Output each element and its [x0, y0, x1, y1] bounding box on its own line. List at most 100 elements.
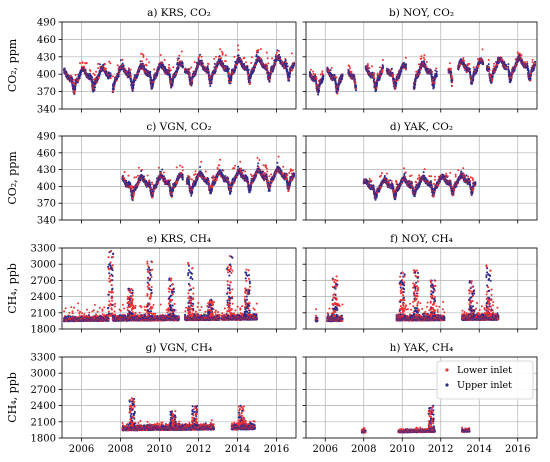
point-lower-inlet	[178, 54, 181, 57]
point-lower-inlet	[188, 67, 191, 70]
point-upper-inlet	[293, 62, 296, 65]
point-upper-inlet	[98, 63, 101, 66]
point-upper-inlet	[119, 59, 122, 62]
point-lower-inlet	[244, 61, 247, 64]
panel-b: b) NOY, CO₂	[302, 7, 538, 113]
point-lower-inlet	[113, 85, 116, 88]
point-upper-inlet	[286, 68, 289, 71]
point-lower-inlet	[220, 57, 223, 60]
point-upper-inlet	[322, 74, 325, 77]
point-lower-inlet	[188, 73, 191, 76]
point-upper-inlet	[206, 65, 209, 68]
point-upper-inlet	[207, 71, 210, 74]
point-upper-inlet	[201, 62, 204, 65]
point-upper-inlet	[234, 69, 237, 72]
point-lower-inlet	[93, 73, 96, 76]
point-lower-inlet	[309, 68, 312, 71]
point-upper-inlet	[151, 85, 154, 88]
point-lower-inlet	[315, 75, 318, 78]
point-lower-inlet	[92, 72, 95, 75]
point-upper-inlet	[177, 57, 180, 60]
point-lower-inlet	[193, 61, 196, 64]
point-lower-inlet	[213, 57, 216, 60]
point-lower-inlet	[198, 55, 201, 58]
point-upper-inlet	[213, 62, 216, 65]
point-upper-inlet	[252, 69, 255, 72]
point-upper-inlet	[152, 83, 155, 86]
point-lower-inlet	[103, 63, 106, 66]
point-upper-inlet	[288, 75, 291, 78]
point-lower-inlet	[109, 62, 112, 65]
point-upper-inlet	[170, 86, 173, 89]
point-upper-inlet	[112, 88, 115, 91]
point-lower-inlet	[168, 63, 171, 66]
point-lower-inlet	[312, 72, 315, 75]
y-axis-label-row-2: CH₄, ppb	[6, 263, 19, 314]
point-upper-inlet	[117, 75, 120, 78]
points-a	[62, 44, 296, 95]
point-lower-inlet	[321, 70, 324, 73]
point-lower-inlet	[271, 57, 274, 60]
point-lower-inlet	[74, 73, 77, 76]
point-upper-inlet	[149, 72, 152, 75]
point-upper-inlet	[91, 76, 94, 79]
point-upper-inlet	[74, 86, 77, 89]
point-lower-inlet	[275, 51, 278, 54]
point-lower-inlet	[259, 48, 262, 51]
panel-title-a: a) KRS, CO₂	[147, 7, 211, 19]
point-upper-inlet	[181, 62, 184, 65]
point-upper-inlet	[218, 55, 221, 58]
point-upper-inlet	[235, 66, 238, 69]
point-lower-inlet	[200, 55, 203, 58]
point-lower-inlet	[237, 48, 240, 51]
point-upper-inlet	[230, 76, 233, 79]
point-upper-inlet	[78, 77, 81, 80]
point-upper-inlet	[71, 77, 74, 80]
point-lower-inlet	[172, 66, 175, 69]
point-upper-inlet	[181, 66, 184, 69]
y-tick-label: 370	[37, 87, 56, 98]
point-lower-inlet	[97, 77, 100, 80]
y-tick-label: 340	[37, 105, 56, 116]
point-upper-inlet	[133, 81, 136, 84]
point-lower-inlet	[85, 62, 88, 65]
point-upper-inlet	[256, 51, 259, 54]
point-upper-inlet	[177, 66, 180, 69]
point-lower-inlet	[129, 68, 132, 71]
point-lower-inlet	[290, 52, 293, 55]
point-upper-inlet	[268, 80, 271, 83]
point-upper-inlet	[74, 84, 77, 87]
point-upper-inlet	[284, 59, 287, 62]
point-upper-inlet	[79, 72, 82, 75]
point-upper-inlet	[318, 89, 321, 92]
point-upper-inlet	[199, 53, 202, 56]
point-upper-inlet	[322, 77, 325, 80]
point-upper-inlet	[200, 59, 203, 62]
point-upper-inlet	[209, 85, 212, 88]
point-lower-inlet	[112, 75, 115, 78]
point-upper-inlet	[93, 89, 96, 92]
point-lower-inlet	[97, 67, 100, 70]
point-lower-inlet	[147, 61, 150, 64]
point-lower-inlet	[168, 67, 171, 70]
point-upper-inlet	[109, 75, 112, 78]
point-upper-inlet	[243, 62, 246, 65]
point-upper-inlet	[269, 76, 272, 79]
y-axis-label-row-3: CH₄, ppb	[6, 372, 19, 423]
point-lower-inlet	[79, 62, 82, 65]
point-lower-inlet	[129, 75, 132, 78]
point-upper-inlet	[63, 67, 66, 70]
point-upper-inlet	[288, 79, 291, 82]
point-upper-inlet	[164, 66, 167, 69]
point-lower-inlet	[237, 44, 240, 47]
point-upper-inlet	[191, 82, 194, 85]
point-upper-inlet	[84, 68, 87, 71]
point-lower-inlet	[169, 69, 172, 72]
point-lower-inlet	[140, 60, 143, 63]
point-lower-inlet	[233, 55, 236, 58]
point-lower-inlet	[274, 53, 277, 56]
point-lower-inlet	[140, 52, 143, 55]
point-lower-inlet	[318, 86, 321, 89]
